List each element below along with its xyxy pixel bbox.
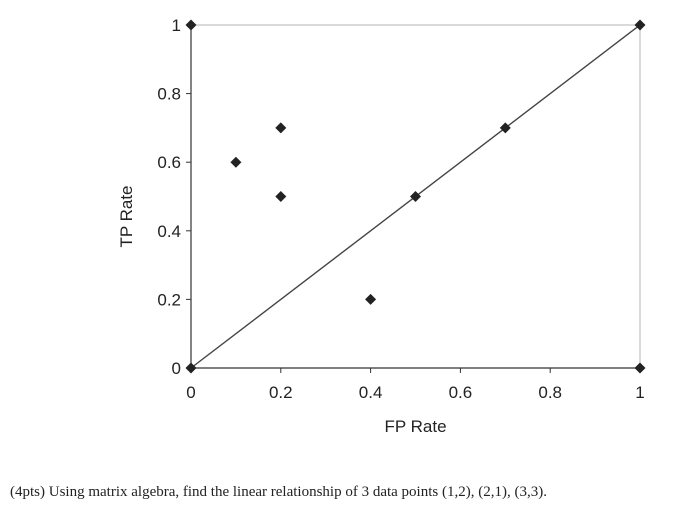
x-tick-label: 1 bbox=[635, 383, 644, 402]
y-axis-label: TP Rate bbox=[117, 185, 136, 247]
data-point bbox=[185, 362, 197, 374]
y-tick-label: 1 bbox=[172, 16, 181, 35]
data-point bbox=[634, 19, 646, 31]
x-tick-label: 0.6 bbox=[449, 383, 473, 402]
x-axis-ticks: 0 0.2 0.4 0.6 0.8 1 bbox=[186, 368, 645, 402]
data-point bbox=[275, 122, 287, 134]
data-point bbox=[275, 191, 287, 202]
x-axis-label: FP Rate bbox=[384, 417, 446, 436]
x-tick-label: 0.4 bbox=[359, 383, 383, 402]
data-points bbox=[185, 19, 646, 374]
data-point bbox=[410, 191, 421, 202]
y-tick-label: 0.4 bbox=[157, 222, 181, 241]
plot-frame bbox=[190, 24, 641, 369]
question-text: (4pts) Using matrix algebra, find the li… bbox=[10, 484, 547, 500]
data-point bbox=[365, 293, 377, 305]
y-tick-label: 0.6 bbox=[157, 153, 181, 172]
data-point bbox=[499, 122, 511, 134]
y-tick-label: 0 bbox=[172, 359, 181, 378]
x-tick-label: 0.8 bbox=[538, 383, 562, 402]
data-point bbox=[634, 362, 646, 374]
y-tick-label: 0.8 bbox=[157, 85, 181, 104]
y-tick-label: 0.2 bbox=[157, 290, 181, 309]
roc-chart: 0 0.2 0.4 0.6 0.8 1 0 0.2 0.4 0.6 0.8 1 FP Rate TP… bbox=[117, 16, 646, 436]
data-point bbox=[230, 156, 242, 168]
x-tick-label: 0.2 bbox=[269, 383, 293, 402]
y-axis-ticks: 0 0.2 0.4 0.6 0.8 1 bbox=[157, 16, 191, 378]
x-tick-label: 0 bbox=[186, 383, 195, 402]
data-point bbox=[185, 19, 197, 31]
